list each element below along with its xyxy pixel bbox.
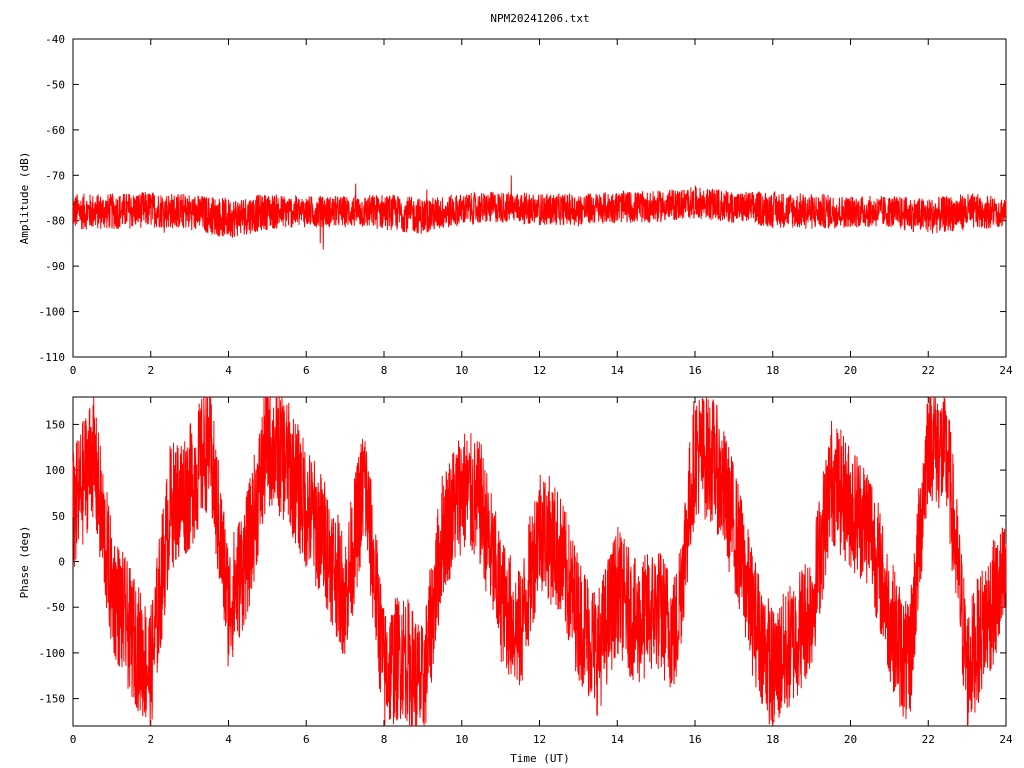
phase-x-tick-label: 8 [381,733,388,746]
phase-y-tick-label: -100 [39,647,66,660]
phase-y-tick-label: 150 [45,418,65,431]
phase-x-axis-label: Time (UT) [510,752,570,765]
phase-ticks: 0 2 4 6 8 10 12 14 16 18 20 22 24150100500-50-100-15… [39,397,1013,746]
phase-x-tick-label: 24 [999,733,1013,746]
amplitude-y-tick-label: -50 [45,78,65,91]
amplitude-x-tick-label: 24 [999,364,1013,377]
phase-series-line [72,396,1007,727]
amplitude-x-tick-label: 6 [303,364,310,377]
amplitude-y-axis-label: Amplitude (dB) [18,152,31,245]
amplitude-x-tick-label: 12 [533,364,546,377]
phase-y-tick-label: -150 [39,693,66,706]
phase-x-tick-label: 12 [533,733,546,746]
phase-y-tick-label: 100 [45,464,65,477]
phase-x-tick-label: 2 [147,733,154,746]
amplitude-y-tick-label: -100 [39,306,66,319]
amplitude-x-tick-label: 2 [147,364,154,377]
amplitude-x-tick-label: 18 [766,364,779,377]
amplitude-y-tick-label: -60 [45,124,65,137]
amplitude-x-tick-label: 8 [381,364,388,377]
amplitude-x-tick-label: 14 [611,364,625,377]
phase-x-tick-label: 10 [455,733,468,746]
amplitude-x-tick-label: 10 [455,364,468,377]
phase-x-tick-label: 22 [922,733,935,746]
phase-x-tick-label: 20 [844,733,857,746]
phase-y-axis-label: Phase (deg) [18,526,31,599]
phase-x-tick-label: 14 [611,733,625,746]
amplitude-series-line [72,175,1007,250]
amplitude-panel: 0 2 4 6 8 10 12 14 16 18 20 22 24-40-50-60-70-80-90-… [18,33,1013,377]
phase-y-tick-label: -50 [45,601,65,614]
amplitude-x-tick-label: 22 [922,364,935,377]
phase-x-tick-label: 6 [303,733,310,746]
amplitude-x-tick-label: 20 [844,364,857,377]
amplitude-y-tick-label: -40 [45,33,65,46]
phase-x-tick-label: 18 [766,733,779,746]
phase-y-tick-label: 50 [52,510,65,523]
amplitude-y-tick-label: -80 [45,215,65,228]
amplitude-y-tick-label: -90 [45,260,65,273]
phase-x-tick-label: 0 [70,733,77,746]
amplitude-y-tick-label: -70 [45,169,65,182]
amplitude-y-tick-label: -110 [39,351,66,364]
amplitude-plot-area [72,38,1007,358]
amplitude-x-tick-label: 4 [225,364,232,377]
phase-x-tick-label: 16 [688,733,701,746]
phase-x-tick-label: 4 [225,733,232,746]
chart-title: NPM20241206.txt [490,12,589,25]
phase-y-tick-label: 0 [58,556,65,569]
phase-panel: 0 2 4 6 8 10 12 14 16 18 20 22 24150100500-50-100-15… [18,396,1013,765]
amplitude-x-tick-label: 16 [688,364,701,377]
amplitude-x-tick-label: 0 [70,364,77,377]
amplitude-ticks: 0 2 4 6 8 10 12 14 16 18 20 22 24-40-50-60-70-80-90-… [39,33,1013,377]
